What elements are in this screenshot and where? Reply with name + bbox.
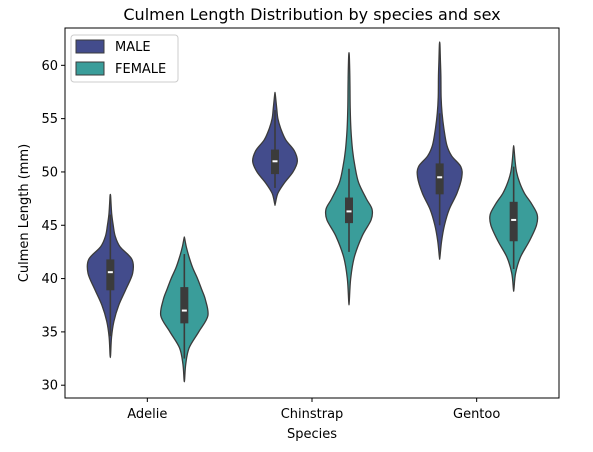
legend-label-male: MALE [115,40,151,55]
chart-title: Culmen Length Distribution by species an… [123,5,500,24]
y-tick-label: 45 [41,219,58,234]
x-tick-label: Chinstrap [281,407,344,422]
y-tick-label: 35 [41,325,58,340]
legend: MALE FEMALE [70,34,179,83]
x-tick-label: Gentoo [453,407,500,422]
legend-swatch-female [75,61,105,76]
y-axis: 30 35 40 45 50 55 60 [41,59,65,394]
legend-label-female: FEMALE [115,62,166,77]
y-tick-label: 55 [41,112,58,127]
plot-area-frame [64,27,560,399]
x-axis-label: Species [287,427,337,442]
iqr-box-male-adelie [106,259,115,291]
y-tick-label: 40 [41,272,58,287]
iqr-box-female-chinstrap [345,197,353,224]
violins-layer [86,41,539,383]
x-axis: Adelie Chinstrap Gentoo [127,398,500,422]
y-axis-label: Culmen Length (mm) [17,144,32,282]
x-tick-label: Adelie [127,407,167,422]
y-tick-label: 30 [41,379,58,394]
y-tick-label: 60 [41,59,58,74]
iqr-box-female-adelie [180,287,189,324]
iqr-box-female-gentoo [509,201,518,242]
y-tick-label: 50 [41,165,58,180]
legend-swatch-male [75,39,105,54]
iqr-box-male-gentoo [435,163,444,195]
